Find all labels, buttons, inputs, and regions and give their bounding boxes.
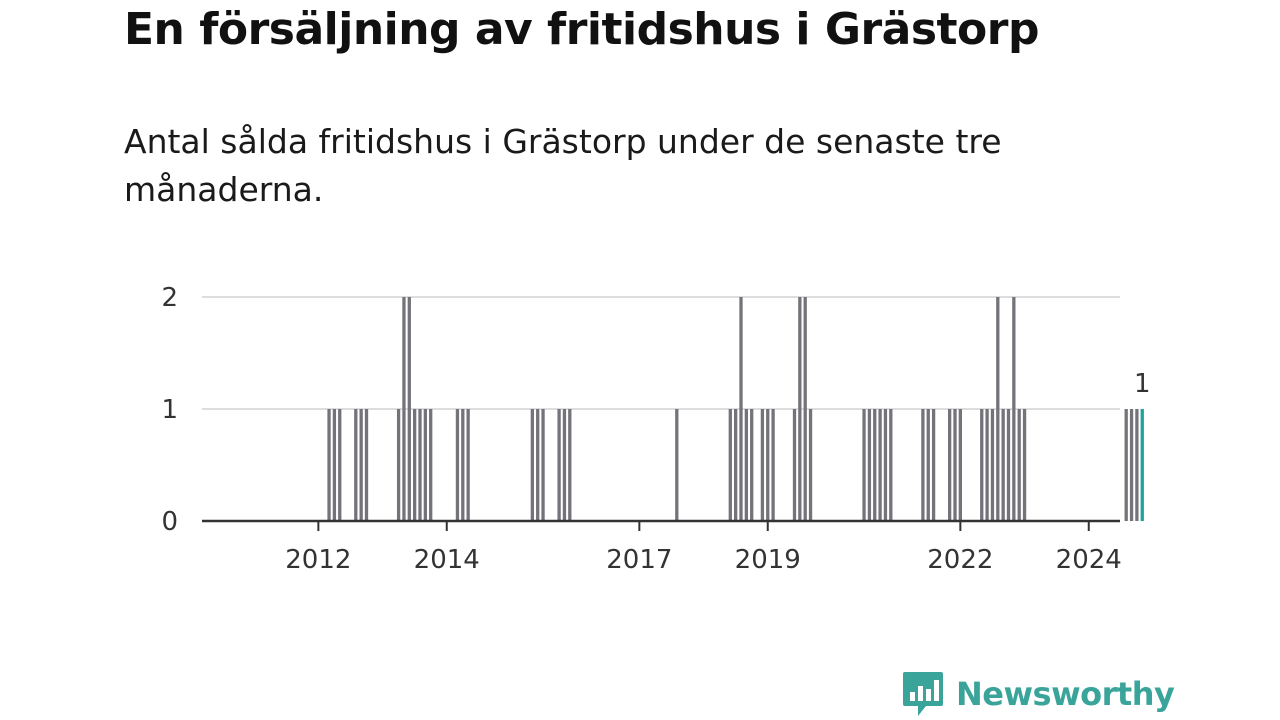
bar [958,409,962,521]
bar [327,409,331,521]
newsworthy-logo-icon [903,672,943,716]
bar [1124,409,1128,521]
bars [327,297,1144,521]
bar [996,297,1000,521]
y-tick-label: 0 [161,507,178,537]
newsworthy-logo-text: Newsworthy [956,675,1175,713]
bar [862,409,866,521]
bar [798,297,802,521]
labels: 0 1 2 2012 2014 2017 2019 2022 2024 1 [161,283,1150,575]
bar [461,409,465,521]
bar-highlight [1140,409,1144,521]
bar [338,409,342,521]
bar [750,409,754,521]
bar-chart: 0 1 2 2012 2014 2017 2019 2022 2024 1 [161,283,1150,575]
chart-title: En försäljning av fritidshus i Grästorp [124,4,1039,55]
bar [359,409,363,521]
bar [423,409,427,521]
bar [402,297,406,521]
axes [202,519,1120,531]
bar [418,409,422,521]
bar [883,409,888,521]
y-tick-label: 2 [161,283,178,313]
x-tick-label: 2012 [285,545,351,575]
highlight-data-label: 1 [1134,369,1151,399]
bar [413,409,417,521]
bar [739,297,743,521]
newsworthy-logo: Newsworthy [902,670,1175,718]
bar [766,409,770,521]
bar [808,409,813,521]
grid-lines [202,296,1120,410]
bar [873,409,877,521]
bar [771,409,775,521]
bar [557,409,561,521]
bar [980,409,984,521]
bar [354,409,358,521]
bar [1001,409,1005,521]
bar [953,409,957,521]
bar [1012,297,1016,521]
bar [744,409,748,521]
bar [1006,409,1011,521]
x-tick-label: 2014 [414,545,480,575]
bar [803,297,807,521]
bar [931,409,936,521]
x-tick-label: 2017 [606,545,672,575]
bar [332,409,337,521]
bar [530,409,534,521]
bar [396,409,401,521]
bar [728,409,732,521]
bar [792,409,797,521]
x-tick-label: 2024 [1056,545,1122,575]
bar [429,409,433,521]
bar [455,409,460,521]
bar [466,409,470,521]
chart-subtitle: Antal sålda fritidshus i Grästorp under … [124,122,1002,209]
bar [1022,409,1027,521]
bar [867,409,872,521]
bar [675,409,679,521]
bar [734,409,738,521]
bar [541,409,545,521]
bar [985,409,989,521]
x-tick-label: 2022 [927,545,993,575]
bar [1017,409,1021,521]
bar [1135,409,1139,521]
bar [1129,409,1134,521]
bar [889,409,893,521]
x-tick-label: 2019 [735,545,801,575]
bar [878,409,882,521]
bar [568,409,572,521]
bar [364,409,369,521]
bar [536,409,540,521]
bar [926,409,930,521]
bar [760,409,765,521]
bar [948,409,952,521]
bar [562,409,567,521]
bar [407,297,411,521]
bar [990,409,995,521]
bar [921,409,925,521]
y-tick-label: 1 [161,395,178,425]
